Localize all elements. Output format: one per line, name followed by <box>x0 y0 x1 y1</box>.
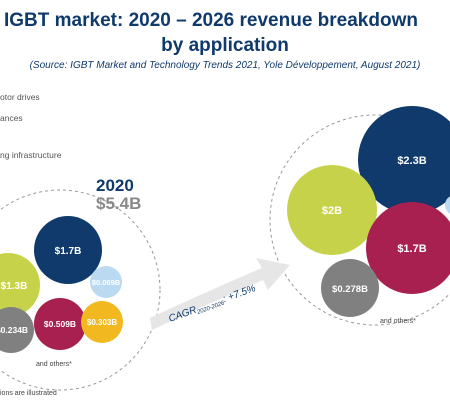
legend-item-infrastructure: ng infrastructure <box>0 150 62 160</box>
svg-text:$0.234B: $0.234B <box>0 325 28 335</box>
cagr-arrow <box>150 258 290 330</box>
bubble-2020-light-blue: $0.069B <box>90 266 122 298</box>
title-line-2: by application <box>161 35 289 56</box>
bubble-2020-green: $1.3B <box>0 253 40 317</box>
source-note: (Source: IGBT Market and Technology Tren… <box>29 60 421 71</box>
bubble-2020-gray: $0.234B <box>0 307 34 353</box>
bubble-2026-navy: $2.3B <box>358 106 450 214</box>
svg-text:$1.7B: $1.7B <box>397 243 426 255</box>
svg-text:$0.069B: $0.069B <box>92 278 121 287</box>
legend-item-motor-drives: otor drives <box>0 92 40 102</box>
bubble-2020-yellow: $0.303B <box>81 301 123 343</box>
total-2020: $5.4B <box>96 194 142 213</box>
group-2020-outline <box>0 189 161 391</box>
legend-item-appliances: ances <box>0 113 23 123</box>
bubble-2020-motor-drives-blue: $1.7B <box>34 216 102 284</box>
others-label-2020: and others* <box>36 361 72 368</box>
bubble-2026-green: $2B <box>287 165 377 255</box>
svg-text:$2B: $2B <box>322 205 342 217</box>
title-line-1: IGBT market: 2020 – 2026 revenue breakdo… <box>4 10 418 31</box>
year-2020: 2020 <box>96 176 134 195</box>
bubble-2026-gray: $0.278B <box>321 259 379 317</box>
svg-text:$0.509B: $0.509B <box>44 319 76 329</box>
bubble-2026-light-blue-edge <box>445 196 450 214</box>
svg-text:$0.278B: $0.278B <box>332 284 368 295</box>
bubble-2020-crimson: $0.509B <box>34 298 86 350</box>
svg-text:$0.303B: $0.303B <box>87 318 117 327</box>
bubble-2026-crimson: $1.7B <box>366 202 450 294</box>
svg-text:$1.3B: $1.3B <box>1 281 28 292</box>
svg-text:$1.7B: $1.7B <box>55 246 82 257</box>
footnote: ions are illustrated <box>0 390 57 397</box>
svg-text:$2.3B: $2.3B <box>397 155 426 167</box>
others-label-2026: and others* <box>380 318 416 325</box>
group-2026-outline <box>269 114 450 326</box>
